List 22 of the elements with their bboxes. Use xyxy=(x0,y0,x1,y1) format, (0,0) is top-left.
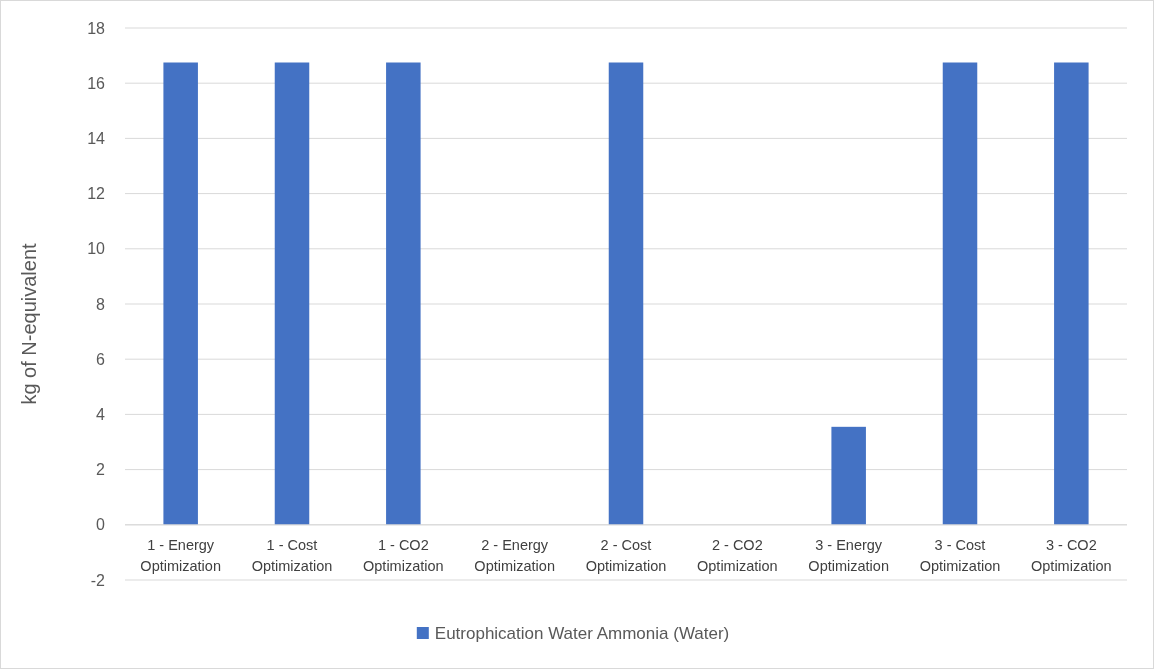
x-tick-label: 2 - Energy Optimization xyxy=(474,536,555,574)
x-tick-label: 1 - Cost Optimization xyxy=(251,536,333,574)
legend-label: Eutrophication Water Ammonia (Water) xyxy=(434,624,730,643)
y-tick-label: 10 xyxy=(87,240,106,258)
y-tick-label: 4 xyxy=(96,406,106,424)
x-tick-label: 3 - Energy Optimization xyxy=(808,536,889,574)
y-axis-title: kg of N-equivalent xyxy=(18,242,40,405)
y-tick-label: 18 xyxy=(87,19,106,37)
x-tick-label: 1 - CO2 Optimization xyxy=(363,536,444,574)
y-tick-label: 16 xyxy=(87,74,106,92)
y-tick-label: 0 xyxy=(96,516,106,534)
y-tick-label: 12 xyxy=(87,185,106,203)
y-tick-label: 14 xyxy=(87,130,106,148)
x-tick-label: 3 - Cost Optimization xyxy=(919,536,1001,574)
x-tick-label: 2 - Cost Optimization xyxy=(585,536,667,574)
y-tick-label: -2 xyxy=(90,571,106,589)
x-tick-label: 1 - Energy Optimization xyxy=(140,536,221,574)
y-tick-label: 8 xyxy=(96,295,106,313)
x-tick-label: 2 - CO2 Optimization xyxy=(697,536,778,574)
x-tick-label: 3 - CO2 Optimization xyxy=(1031,536,1112,574)
y-tick-label: 2 xyxy=(96,461,106,479)
y-tick-label: 6 xyxy=(96,350,106,368)
